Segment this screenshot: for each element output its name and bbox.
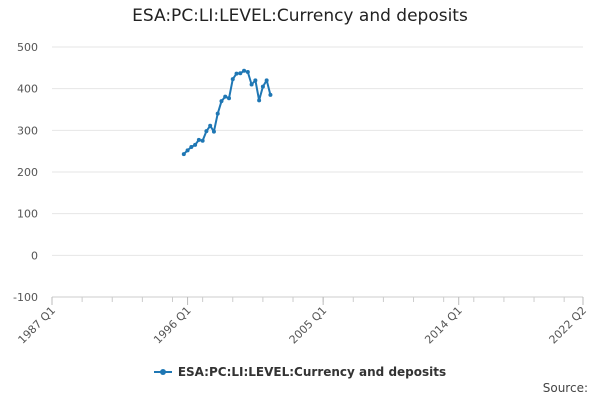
data-point[interactable] xyxy=(238,71,243,76)
data-point[interactable] xyxy=(268,92,273,97)
data-point[interactable] xyxy=(245,70,250,74)
data-point[interactable] xyxy=(249,82,254,87)
legend-swatch xyxy=(153,367,172,377)
data-point[interactable] xyxy=(264,78,269,83)
y-tick-label: 400 xyxy=(17,83,38,96)
y-tick-label: 300 xyxy=(17,124,38,137)
data-point[interactable] xyxy=(200,138,205,143)
chart-title: ESA:PC:LI:LEVEL:Currency and deposits xyxy=(132,6,468,26)
y-tick-label: 0 xyxy=(31,249,38,262)
legend[interactable]: ESA:PC:LI:LEVEL:Currency and deposits xyxy=(0,365,600,379)
data-point[interactable] xyxy=(253,78,258,83)
data-point[interactable] xyxy=(234,71,239,76)
credit-text[interactable]: Source: xyxy=(542,381,588,395)
data-point[interactable] xyxy=(219,99,224,104)
x-tick-label: 1996 Q1 xyxy=(151,304,194,347)
data-point[interactable] xyxy=(227,96,231,101)
series-group xyxy=(181,68,273,157)
data-point[interactable] xyxy=(257,98,262,103)
data-point[interactable] xyxy=(196,137,201,142)
y-tick-label: -100 xyxy=(13,291,38,304)
data-point[interactable] xyxy=(189,145,194,149)
legend-label: ESA:PC:LI:LEVEL:Currency and deposits xyxy=(177,365,447,379)
data-point[interactable] xyxy=(215,111,220,116)
x-tick-label: 2022 Q2 xyxy=(547,304,590,347)
data-point[interactable] xyxy=(260,84,265,89)
data-point[interactable] xyxy=(204,129,209,134)
x-tick-label: 2014 Q1 xyxy=(422,304,465,347)
y-tick-label: 500 xyxy=(17,41,38,54)
grid-lines xyxy=(52,46,583,256)
data-point[interactable] xyxy=(211,129,216,134)
data-point[interactable] xyxy=(242,68,247,73)
x-axis xyxy=(51,296,584,305)
data-point[interactable] xyxy=(230,77,235,82)
data-point[interactable] xyxy=(185,148,190,153)
data-point[interactable] xyxy=(223,94,228,99)
y-tick-label: 200 xyxy=(17,166,38,179)
x-tick-labels: 1987 Q1 1996 Q1 2005 Q1 2014 Q1 2022 Q2 xyxy=(16,304,590,347)
data-point[interactable] xyxy=(181,152,186,157)
x-tick-label: 1987 Q1 xyxy=(16,304,59,347)
y-tick-labels: 500 400 300 200 100 0 -100 xyxy=(13,41,38,304)
data-point[interactable] xyxy=(193,142,198,147)
x-tick-label: 2005 Q1 xyxy=(287,304,330,347)
series-line[interactable] xyxy=(183,69,272,155)
data-point[interactable] xyxy=(208,123,213,128)
y-tick-label: 100 xyxy=(17,208,38,221)
